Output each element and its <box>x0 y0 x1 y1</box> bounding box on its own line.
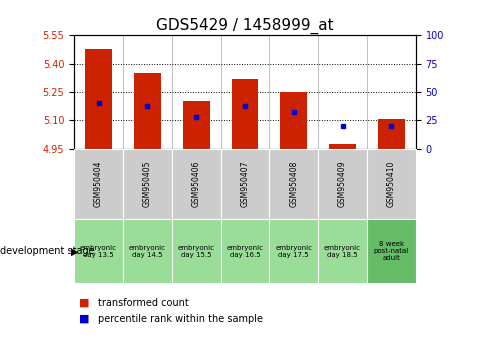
Bar <box>318 149 367 219</box>
Bar <box>123 149 172 219</box>
Bar <box>281 92 307 149</box>
Bar <box>378 119 405 149</box>
Text: embryonic
day 18.5: embryonic day 18.5 <box>324 245 361 258</box>
Text: 8 week
post-natal
adult: 8 week post-natal adult <box>374 241 409 261</box>
Bar <box>270 219 318 283</box>
Text: GSM950405: GSM950405 <box>143 161 152 207</box>
Text: ■: ■ <box>79 314 89 324</box>
Bar <box>123 219 172 283</box>
Text: embryonic
day 13.5: embryonic day 13.5 <box>80 245 117 258</box>
Text: percentile rank within the sample: percentile rank within the sample <box>98 314 263 324</box>
Bar <box>231 79 259 149</box>
Bar <box>367 149 416 219</box>
Bar <box>220 219 270 283</box>
Text: GSM950409: GSM950409 <box>338 161 347 207</box>
Bar <box>220 149 270 219</box>
Bar <box>85 48 112 149</box>
Text: GSM950408: GSM950408 <box>289 161 298 207</box>
Bar <box>74 219 123 283</box>
Text: GSM950410: GSM950410 <box>387 161 396 207</box>
Text: development stage: development stage <box>0 246 95 256</box>
Bar <box>74 149 123 219</box>
Bar <box>329 144 356 149</box>
Text: embryonic
day 14.5: embryonic day 14.5 <box>129 245 166 258</box>
Text: GSM950404: GSM950404 <box>94 161 103 207</box>
Title: GDS5429 / 1458999_at: GDS5429 / 1458999_at <box>156 18 334 34</box>
Bar <box>172 149 220 219</box>
Text: embryonic
day 16.5: embryonic day 16.5 <box>227 245 263 258</box>
Bar <box>172 219 220 283</box>
Bar <box>367 219 416 283</box>
Bar <box>134 73 161 149</box>
Text: embryonic
day 17.5: embryonic day 17.5 <box>275 245 312 258</box>
Text: ▶: ▶ <box>71 246 78 256</box>
Text: transformed count: transformed count <box>98 298 189 308</box>
Text: GSM950406: GSM950406 <box>192 161 201 207</box>
Bar <box>318 219 367 283</box>
Text: embryonic
day 15.5: embryonic day 15.5 <box>178 245 215 258</box>
Text: ■: ■ <box>79 298 89 308</box>
Bar <box>270 149 318 219</box>
Bar <box>183 102 209 149</box>
Text: GSM950407: GSM950407 <box>240 161 250 207</box>
